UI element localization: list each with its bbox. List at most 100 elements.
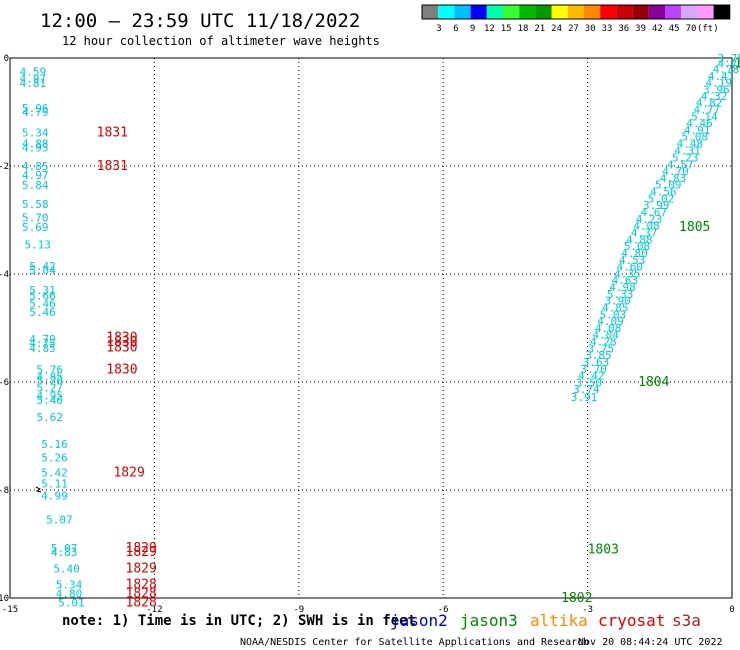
grid-lines — [10, 58, 732, 598]
wave-height-label: 4.82 — [696, 96, 723, 109]
legend-swatch — [648, 5, 665, 19]
legend-swatch — [519, 5, 536, 19]
x-tick-label: 0 — [729, 605, 734, 615]
legend-swatch — [681, 5, 698, 19]
wave-height-label: 5.34 — [22, 127, 49, 140]
pass-time-label: 1830 — [106, 363, 137, 378]
wave-height-label: 5.42 — [29, 260, 56, 273]
legend-label: 70 — [686, 24, 697, 34]
wave-height-label: 4.42 — [578, 370, 605, 383]
y-tick-label: -2 — [0, 162, 9, 172]
wave-height-label: 5.02 — [648, 192, 675, 205]
wave-height-label: 3.74 — [573, 383, 600, 396]
wave-height-label: 5.34 — [56, 579, 83, 592]
wave-height-label: 5.31 — [29, 284, 56, 297]
wave-height-label: 4.08 — [595, 322, 622, 335]
wave-height-label: 4.35 — [614, 267, 641, 280]
wave-height-label: 4.28 — [590, 336, 617, 349]
wave-height-label: 5.66 — [29, 290, 56, 303]
pass-time-label: 1829 — [126, 541, 157, 556]
wave-height-label: 3.75 — [718, 52, 740, 65]
legend-swatch — [665, 5, 682, 19]
wave-height-label: 5.16 — [41, 438, 68, 451]
mission-label: s3a — [672, 611, 701, 630]
legend-swatch — [438, 5, 455, 19]
pass-time-labels: 1831183118301830183018301829182918291829… — [97, 56, 740, 610]
wave-height-label: 5.42 — [41, 467, 68, 480]
wave-height-label: 4.97 — [20, 73, 47, 86]
pass-time-label: 1804 — [638, 375, 669, 390]
wave-height-label: 4.09 — [597, 315, 624, 328]
wave-height-label: 4.04 — [592, 328, 619, 341]
wave-height-label: 3.50 — [576, 377, 603, 390]
pass-time-label: 1805 — [679, 220, 710, 235]
pass-time-label: 1831 — [97, 159, 128, 174]
wave-height-label: 5.07 — [51, 542, 77, 555]
pass-time-label: 1830 — [106, 331, 137, 346]
wave-height-label: 4.95 — [36, 390, 63, 403]
wave-height-label: 4.37 — [631, 226, 658, 239]
wave-height-label: 5.33 — [607, 288, 634, 301]
legend-label: 33 — [602, 24, 613, 34]
wave-height-label: 3.85 — [585, 349, 612, 362]
wave-height-label: 5.04 — [29, 264, 56, 277]
wave-height-label: 4.76 — [718, 57, 740, 70]
x-tick-label: -6 — [438, 605, 449, 615]
wave-height-label: 5.40 — [53, 562, 80, 575]
legend-label: 3 — [436, 24, 441, 34]
legend-swatch — [470, 5, 487, 19]
wave-height-label: 5.58 — [22, 198, 49, 211]
legend-swatch — [535, 5, 552, 19]
wave-height-label: 5.84 — [22, 179, 49, 192]
wave-height-label: 4.99 — [41, 489, 68, 502]
wave-height-label: 3.90 — [604, 294, 631, 307]
legend-swatch — [600, 5, 617, 19]
pass-time-label: 1831 — [97, 126, 128, 141]
legend-swatch — [697, 5, 714, 19]
wave-height-label: 4.83 — [660, 172, 687, 185]
wave-height-label: 4.67 — [641, 206, 668, 219]
footer-credit: NOAA/NESDIS Center for Satellite Applica… — [240, 637, 589, 648]
pass-time-label: 1803 — [588, 542, 619, 557]
wave-height-label: 5.09 — [655, 178, 682, 191]
wave-height-label: 5.03 — [600, 309, 627, 322]
wave-height-label: 4.57 — [667, 158, 694, 171]
legend-label: 24 — [551, 24, 562, 34]
mission-label: cryosat — [598, 611, 665, 630]
wave-height-label: 4.98 — [609, 281, 636, 294]
pass-time-label: 1830 — [106, 335, 137, 350]
wave-height-label: 4.78 — [713, 63, 740, 76]
wave-height-label: 4.41 — [708, 70, 735, 83]
wave-height-labels: 4.594.974.815.964.795.344.884.954.854.97… — [20, 52, 740, 609]
wave-height-label: 4.60 — [616, 260, 643, 273]
color-legend-labels: 3 6 9 12 15 18 21 24 27 30 33 36 39 42 45 70 (ft) — [436, 24, 718, 34]
wave-height-label: 4.88 — [626, 233, 653, 246]
wave-height-label: 5.07 — [46, 514, 73, 527]
wave-height-label: 4.32 — [701, 90, 728, 103]
wave-height-label: 4.48 — [677, 137, 704, 150]
coastline-mark — [35, 486, 42, 493]
wave-height-label: 5.46 — [29, 306, 56, 319]
wave-height-label: 4.53 — [619, 254, 646, 267]
wave-height-label: 4.85 — [602, 301, 629, 314]
mission-label: jason3 — [460, 611, 518, 630]
wave-height-label: 4.85 — [36, 371, 63, 384]
mission-label: altika — [530, 611, 588, 630]
pass-time-label: 1830 — [106, 340, 137, 355]
legend-swatch — [616, 5, 633, 19]
wave-height-label: 4.70 — [662, 165, 689, 178]
wave-height-label: 3.75 — [588, 343, 615, 356]
wave-height-label: 5.01 — [58, 596, 84, 609]
wave-height-label: 4.23 — [636, 213, 663, 226]
wave-height-label: 4.08 — [633, 219, 660, 232]
legend-swatch — [551, 5, 568, 19]
x-tick-label: -9 — [293, 605, 304, 615]
wave-height-label: 4.85 — [22, 160, 49, 173]
legend-label: 30 — [585, 24, 596, 34]
y-tick-label: -6 — [0, 378, 9, 388]
pass-time-label: 1829 — [126, 545, 157, 560]
wave-height-label: 5.20 — [36, 374, 63, 387]
wave-height-label: 4.79 — [29, 333, 56, 346]
legend-label: 21 — [534, 24, 545, 34]
